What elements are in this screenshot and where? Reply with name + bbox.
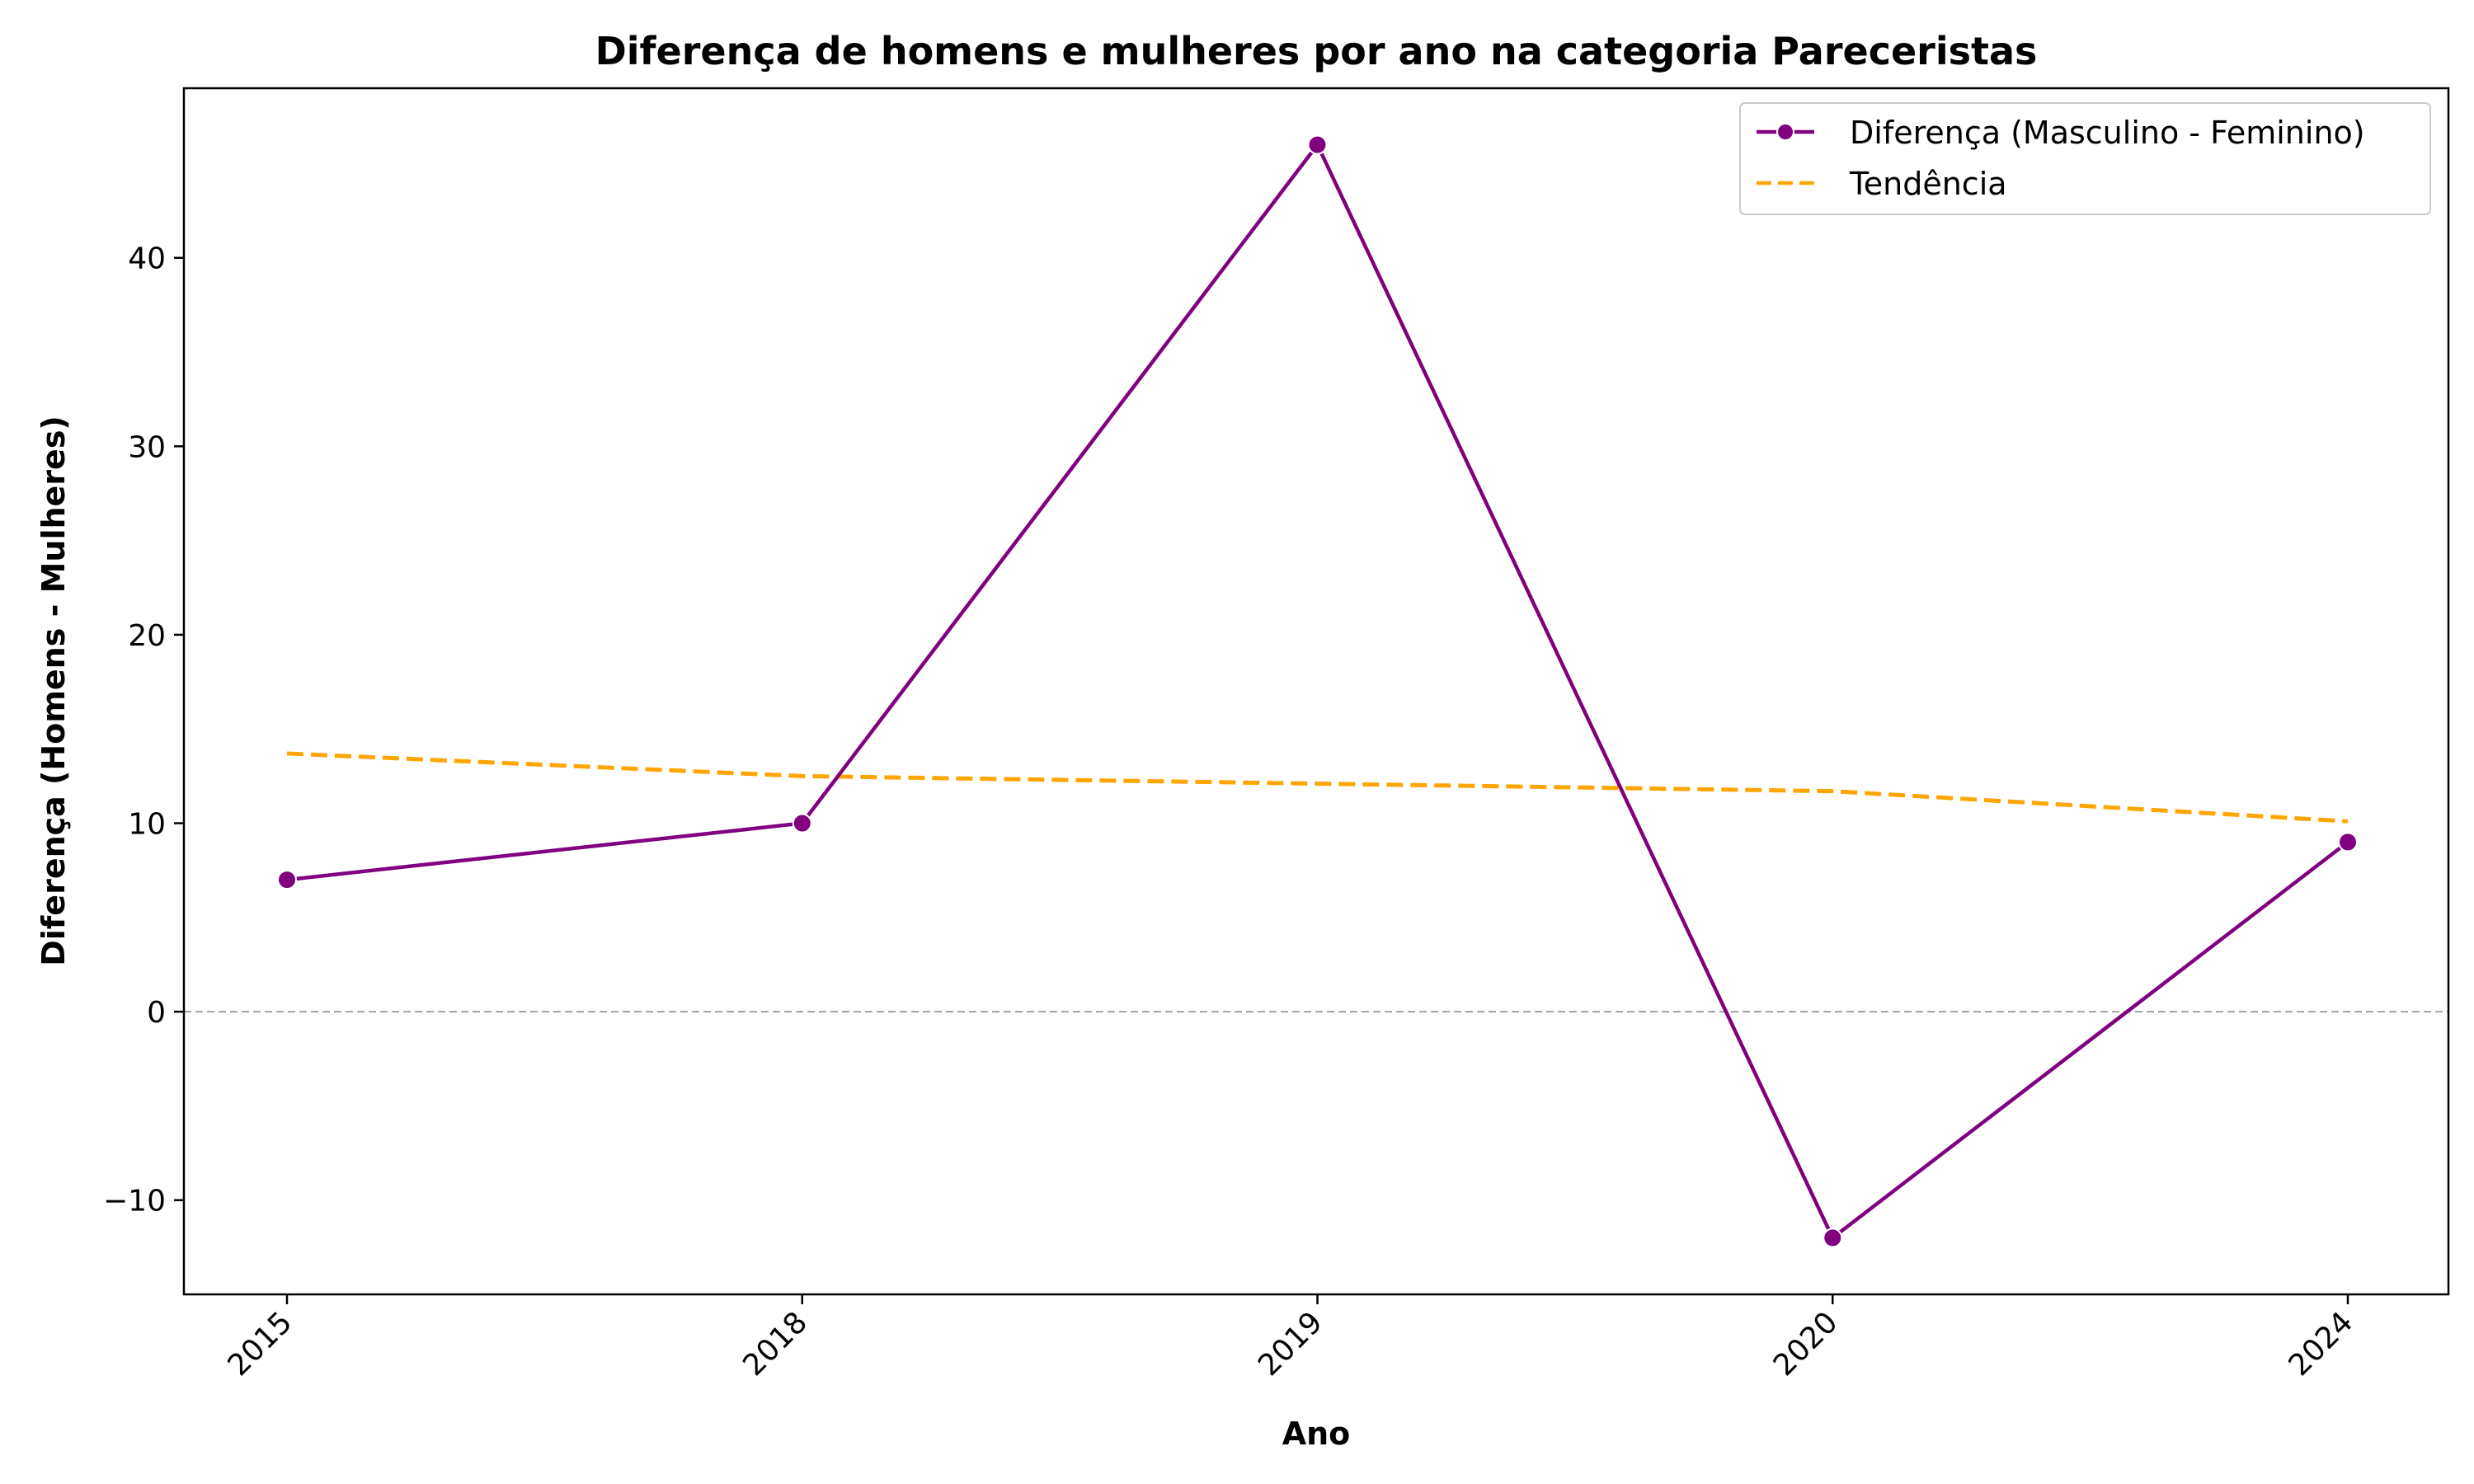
y-axis-label: Diferença (Homens - Mulheres) xyxy=(35,416,72,966)
legend-label-trend: Tendência xyxy=(1849,166,2007,202)
legend: Diferença (Masculino - Feminino) Tendênc… xyxy=(1739,102,2431,215)
y-tick-label: 30 xyxy=(128,430,166,464)
plot-frame xyxy=(182,87,2450,1296)
legend-marker-difference xyxy=(1776,123,1794,141)
y-tick-label: 0 xyxy=(147,996,166,1030)
difference-point xyxy=(792,813,812,834)
x-axis-label: Ano xyxy=(1282,1416,1351,1452)
y-tick-label: 40 xyxy=(128,242,166,276)
y-tick-label: 20 xyxy=(128,619,166,653)
difference-point xyxy=(1307,134,1328,155)
difference-point xyxy=(2338,832,2358,852)
legend-label-difference: Diferença (Masculino - Feminino) xyxy=(1850,115,2365,151)
chart-title: Diferença de homens e mulheres por ano n… xyxy=(595,29,2038,73)
legend-box xyxy=(1739,102,2431,215)
difference-point xyxy=(1823,1228,1843,1248)
trend-line xyxy=(286,751,2349,824)
y-tick-label: −10 xyxy=(103,1185,166,1219)
difference-point xyxy=(277,870,297,890)
y-tick-label: 10 xyxy=(128,808,166,842)
